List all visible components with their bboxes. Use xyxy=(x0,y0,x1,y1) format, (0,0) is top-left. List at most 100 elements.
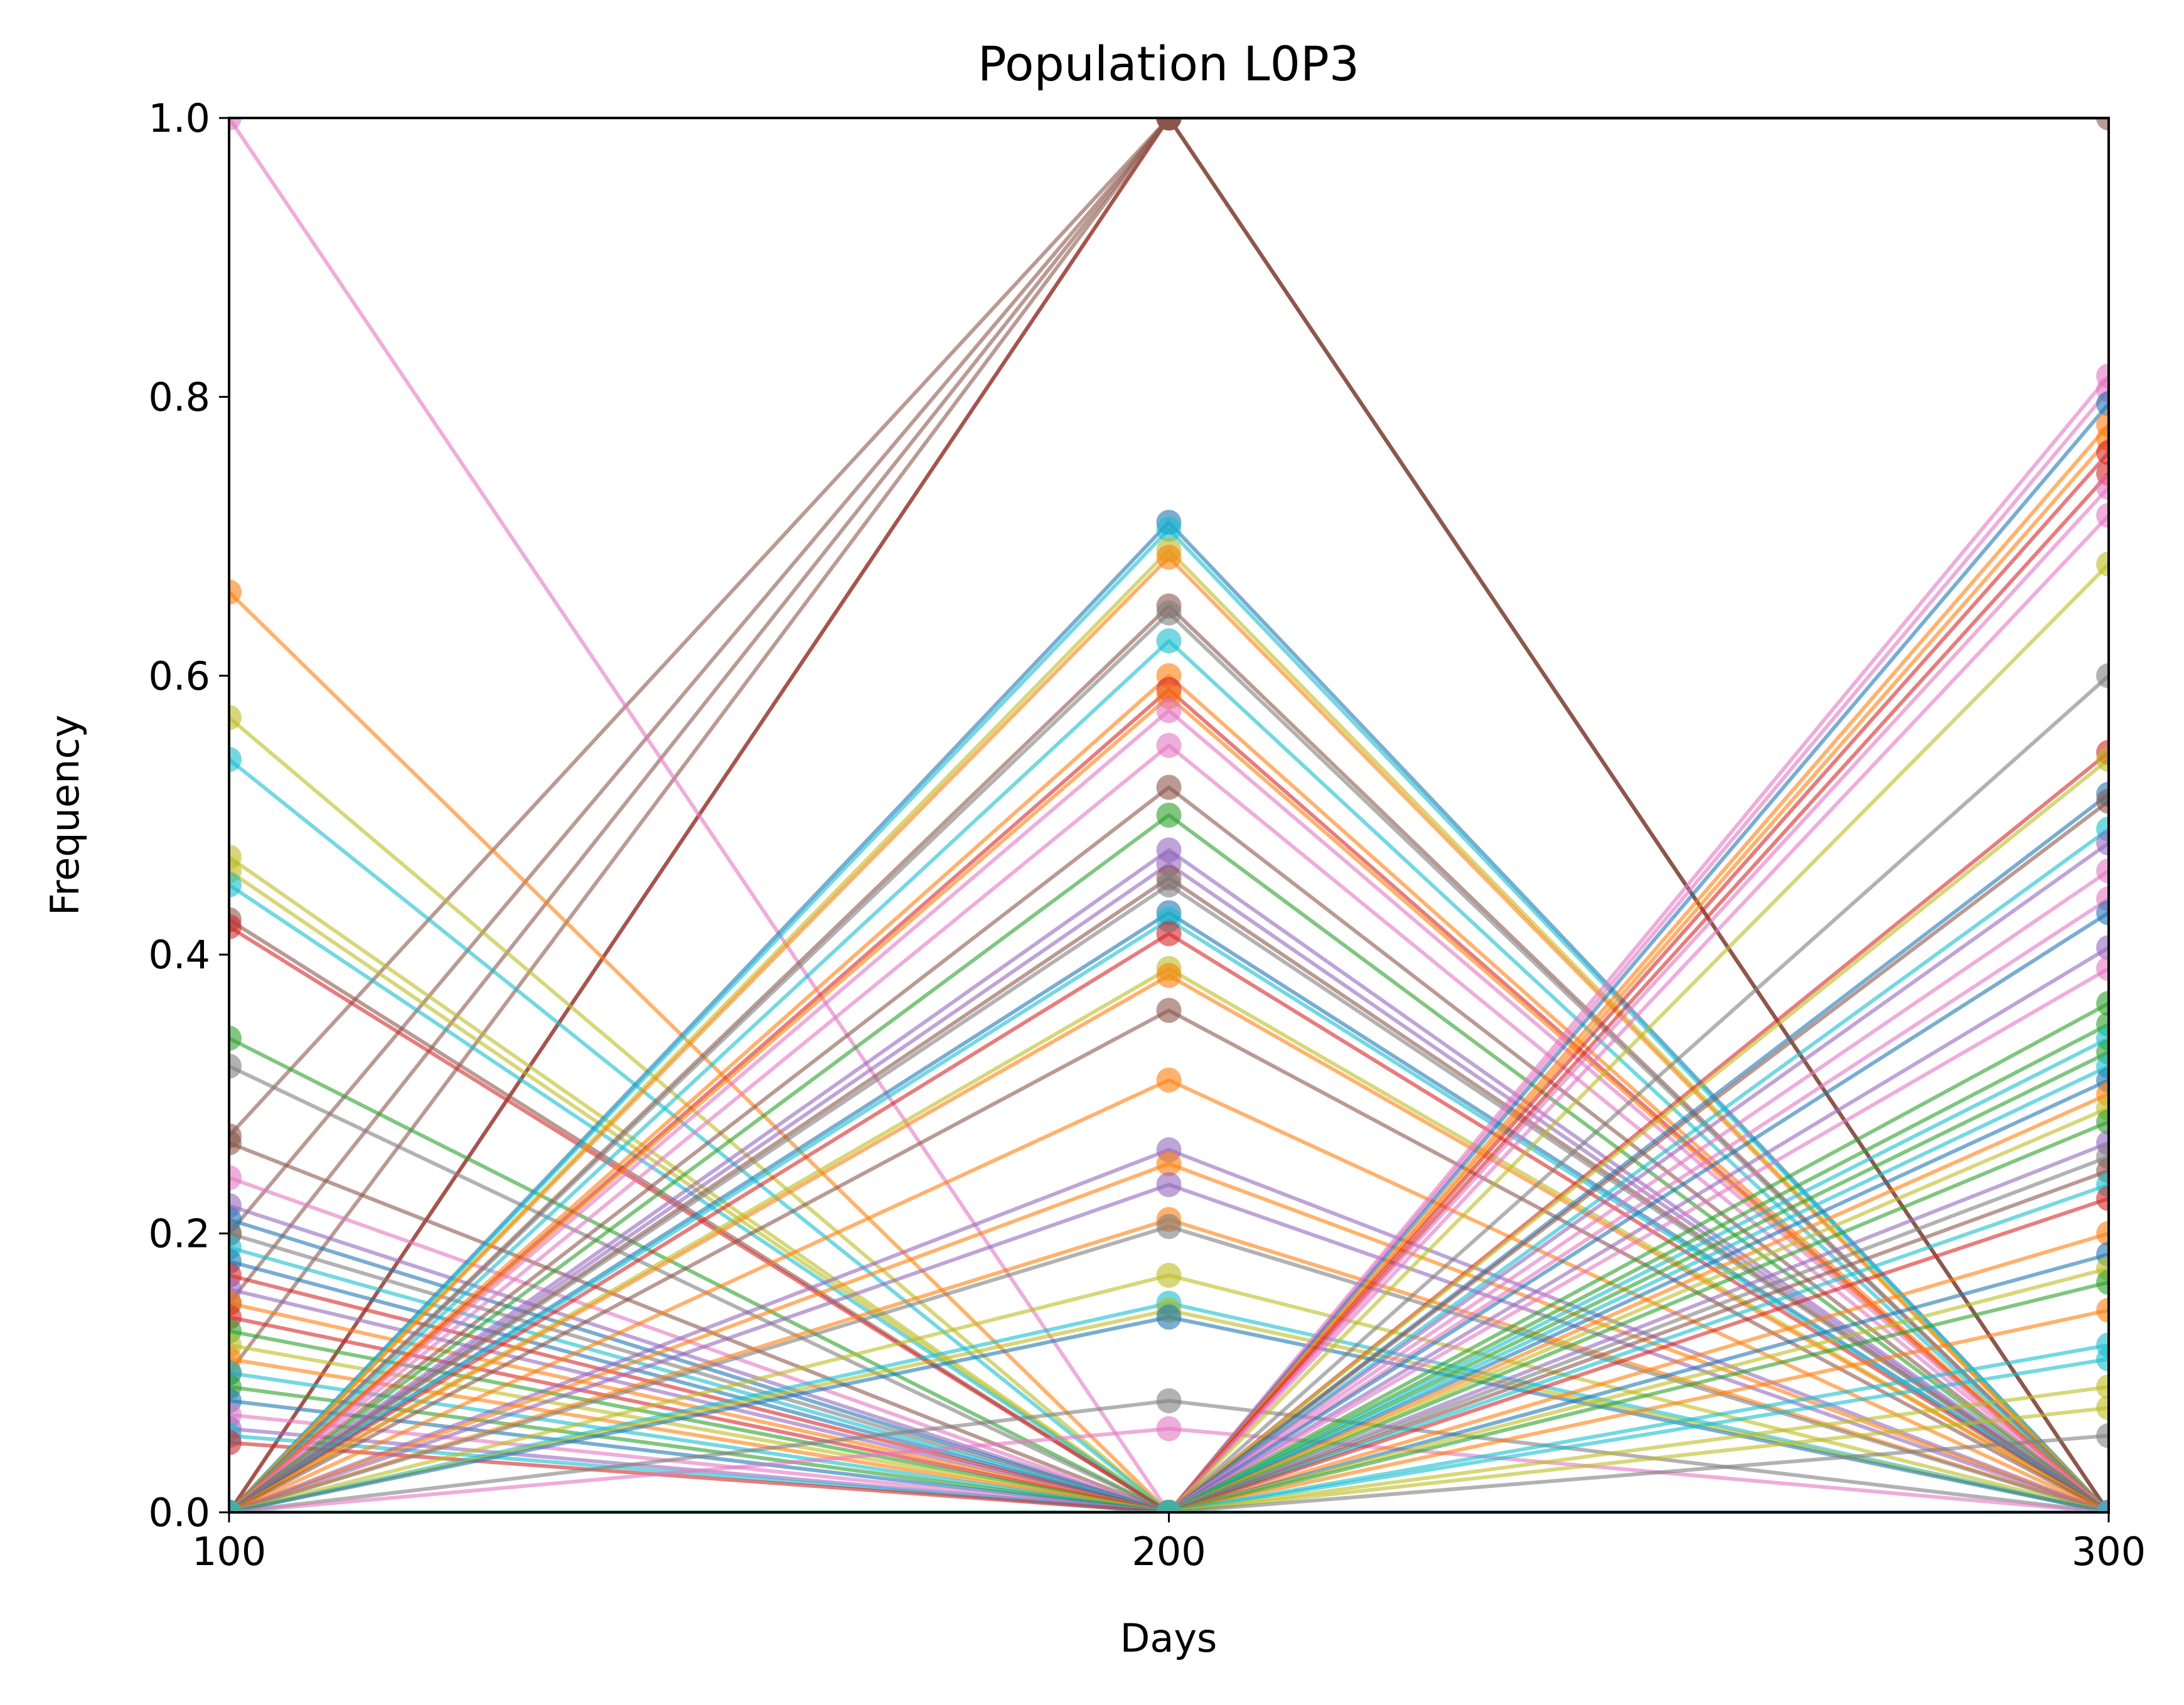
series-line-16 xyxy=(229,925,2109,1512)
series-line-111 xyxy=(229,1197,2109,1512)
series-point-50-2 xyxy=(1156,698,1182,724)
series-point-120-3 xyxy=(2096,1395,2109,1421)
series-point-7-2 xyxy=(1156,118,1182,131)
series-line-94 xyxy=(229,897,2109,1512)
series-line-108 xyxy=(229,1155,2109,1512)
series-line-34 xyxy=(229,1385,2109,1512)
series-point-93-3 xyxy=(2096,858,2109,884)
series-line-21 xyxy=(229,1204,2109,1512)
series-point-74-2 xyxy=(1156,1388,1182,1414)
series-point-63-2 xyxy=(1156,998,1182,1024)
series-line-93 xyxy=(229,869,2109,1512)
series-line-29 xyxy=(229,1315,2109,1512)
series-line-23 xyxy=(229,1231,2109,1512)
series-point-16-1 xyxy=(229,914,242,939)
series-line-96 xyxy=(229,946,2109,1512)
x-tick-label-200: 200 xyxy=(1132,1529,1206,1574)
series-line-9 xyxy=(229,591,2109,1512)
y-tick-label-0.2: 0.2 xyxy=(148,1211,210,1257)
series-point-86-3 xyxy=(2096,663,2109,688)
series-line-89 xyxy=(229,793,2109,1512)
series-line-84 xyxy=(229,514,2109,1512)
series-point-83-3 xyxy=(2096,474,2109,500)
series-point-41-2 xyxy=(1156,516,1182,542)
series-line-26 xyxy=(229,1273,2109,1512)
chart-title: Population L0P3 xyxy=(978,36,1359,92)
y-axis-label: Frequency xyxy=(42,715,88,916)
series-line-100 xyxy=(229,1036,2109,1512)
series-point-9-1 xyxy=(229,579,242,605)
series-point-119-3 xyxy=(2096,1374,2109,1399)
series-line-14 xyxy=(229,883,2109,1512)
x-tick-label-300: 300 xyxy=(2072,1529,2146,1574)
x-axis-label: Days xyxy=(1120,1615,1218,1661)
series-line-95 xyxy=(229,911,2109,1512)
series-line-81 xyxy=(229,451,2109,1512)
series-line-37 xyxy=(229,1426,2109,1512)
series-line-121 xyxy=(229,1433,2109,1512)
series-line-110 xyxy=(229,1182,2109,1512)
series-line-82 xyxy=(229,472,2109,1512)
series-point-122-2 xyxy=(1156,1500,1182,1512)
series-point-95-3 xyxy=(2096,900,2109,926)
series-point-45-2 xyxy=(1156,600,1182,626)
series-point-70-2 xyxy=(1156,1263,1182,1288)
series-point-66-2 xyxy=(1156,1151,1182,1177)
series-line-91 xyxy=(229,827,2109,1512)
series-line-114 xyxy=(229,1266,2109,1512)
series-point-19-1 xyxy=(229,1130,242,1156)
series-line-105 xyxy=(229,1106,2109,1512)
series-point-122-3 xyxy=(2096,1500,2109,1512)
series-line-98 xyxy=(229,1002,2109,1512)
series-point-78-3 xyxy=(2096,391,2109,417)
series-point-60-2 xyxy=(1156,921,1182,946)
y-tick-label-0.0: 0.0 xyxy=(148,1490,210,1536)
series-line-24 xyxy=(229,1245,2109,1512)
series-line-15 xyxy=(229,918,2109,1512)
series-line-118 xyxy=(229,1357,2109,1512)
series-point-85-3 xyxy=(2096,552,2109,577)
series-point-67-2 xyxy=(1156,1172,1182,1197)
y-axis: 0.0 0.2 0.4 0.6 0.8 1.0 xyxy=(148,95,229,1536)
series-line-11 xyxy=(229,757,2109,1512)
series-line-87 xyxy=(229,751,2109,1512)
series-line-90 xyxy=(229,799,2109,1512)
series-point-97-3 xyxy=(2096,956,2109,981)
series-point-18-1 xyxy=(229,1054,242,1079)
series-point-73-2 xyxy=(1156,1304,1182,1330)
series-line-113 xyxy=(229,1253,2109,1512)
y-tick-label-1.0: 1.0 xyxy=(148,95,210,141)
series-line-77 xyxy=(229,388,2109,1512)
series-point-81-3 xyxy=(2096,440,2109,466)
series-line-120 xyxy=(229,1406,2109,1512)
series-line-86 xyxy=(229,674,2109,1512)
y-tick-label-0.4: 0.4 xyxy=(148,932,210,978)
series-point-39-1 xyxy=(229,1430,242,1455)
series-line-117 xyxy=(229,1343,2109,1512)
series-line-92 xyxy=(229,841,2109,1512)
series-line-33 xyxy=(229,1371,2109,1512)
series-line-99 xyxy=(229,1022,2109,1512)
series-line-102 xyxy=(229,1064,2109,1512)
series-point-90-3 xyxy=(2096,788,2109,814)
series-line-97 xyxy=(229,966,2109,1512)
series-point-122-1 xyxy=(229,1500,242,1512)
series-point-106-3 xyxy=(2096,1109,2109,1135)
x-tick-label-100: 100 xyxy=(192,1529,266,1574)
series-point-121-3 xyxy=(2096,1423,2109,1448)
series-point-11-1 xyxy=(229,747,242,772)
series-line-27 xyxy=(229,1287,2109,1512)
series-point-112-3 xyxy=(2096,1221,2109,1246)
series-line-7 xyxy=(229,118,2109,1512)
x-axis: 100 200 300 xyxy=(192,1512,2146,1574)
series-point-84-3 xyxy=(2096,503,2109,528)
series-line-85 xyxy=(229,562,2109,1512)
series-line-103 xyxy=(229,1078,2109,1512)
series-line-104 xyxy=(229,1092,2109,1512)
series-point-52-2 xyxy=(1156,774,1182,800)
series-line-119 xyxy=(229,1385,2109,1512)
series-point-75-2 xyxy=(1156,1416,1182,1441)
series-line-112 xyxy=(229,1231,2109,1512)
series-point-57-2 xyxy=(1156,872,1182,898)
series-point-14-1 xyxy=(229,872,242,898)
